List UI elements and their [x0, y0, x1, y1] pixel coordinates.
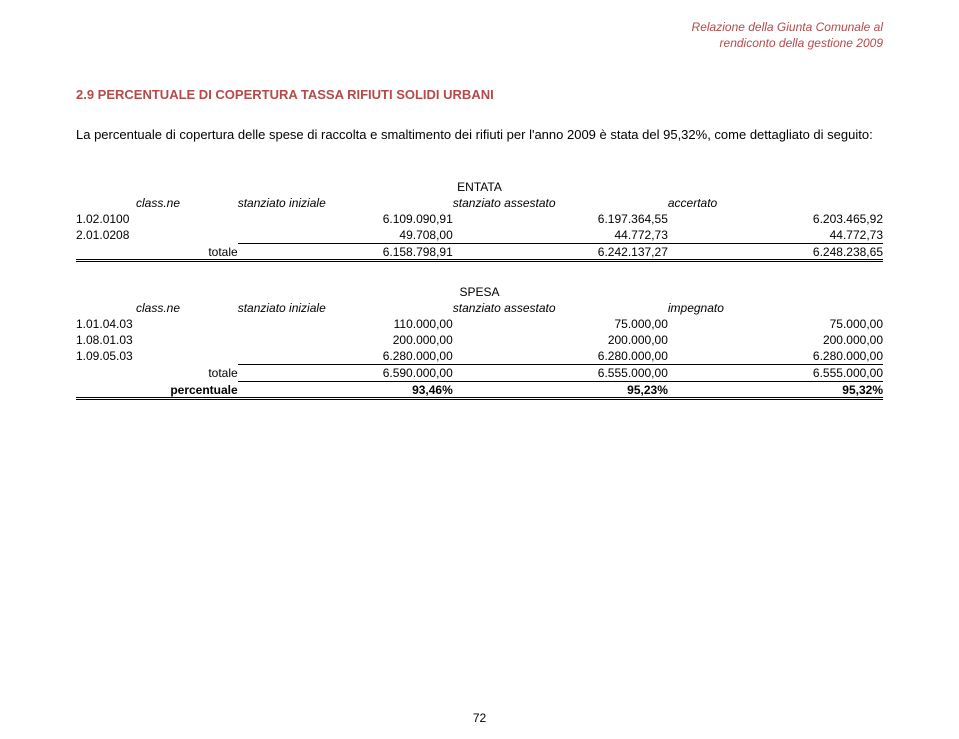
cell-value: 6.158.798,91: [238, 244, 453, 261]
cell-value: 6.248.238,65: [668, 244, 883, 261]
cell-value: 200.000,00: [238, 332, 453, 348]
entata-header-c2: stanziato assestato: [453, 195, 668, 211]
cell-value: 44.772,73: [453, 227, 668, 244]
table-row: 1.01.04.03 110.000,00 75.000,00 75.000,0…: [76, 316, 883, 332]
cell-value: 6.590.000,00: [238, 365, 453, 382]
table-row: 2.01.0208 49.708,00 44.772,73 44.772,73: [76, 227, 883, 244]
spesa-total-label: totale: [157, 365, 238, 382]
cell-value: 49.708,00: [238, 227, 453, 244]
cell-value: 6.242.137,27: [453, 244, 668, 261]
cell-classne: 1.02.0100: [76, 211, 238, 227]
header-line-1: Relazione della Giunta Comunale al: [76, 20, 883, 36]
entata-header-classne: class.ne: [76, 195, 238, 211]
document-header: Relazione della Giunta Comunale al rendi…: [76, 20, 883, 51]
entata-total-row: totale 6.158.798,91 6.242.137,27 6.248.2…: [76, 244, 883, 261]
cell-value: 6.280.000,00: [453, 348, 668, 365]
cell-value: 6.280.000,00: [238, 348, 453, 365]
section-title: 2.9 PERCENTUALE DI COPERTURA TASSA RIFIU…: [76, 87, 883, 102]
entata-caption: ENTATA: [76, 179, 883, 195]
cell-value: 6.203.465,92: [668, 211, 883, 227]
spesa-caption: SPESA: [76, 284, 883, 300]
cell-value: 6.555.000,00: [668, 365, 883, 382]
table-row: 1.02.0100 6.109.090,91 6.197.364,55 6.20…: [76, 211, 883, 227]
cell-value: 6.109.090,91: [238, 211, 453, 227]
cell-value: 6.197.364,55: [453, 211, 668, 227]
spesa-percent-label: percentuale: [157, 382, 238, 399]
spesa-header-classne: class.ne: [76, 300, 238, 316]
spesa-header-c1: stanziato iniziale: [238, 300, 453, 316]
cell-value: 200.000,00: [453, 332, 668, 348]
cell-value: 95,23%: [453, 382, 668, 399]
entata-header-c1: stanziato iniziale: [238, 195, 453, 211]
cell-value: 93,46%: [238, 382, 453, 399]
cell-value: 200.000,00: [668, 332, 883, 348]
page-container: Relazione della Giunta Comunale al rendi…: [0, 0, 959, 398]
cell-value: 75.000,00: [453, 316, 668, 332]
cell-classne: 1.09.05.03: [76, 348, 238, 365]
entata-total-label: totale: [157, 244, 238, 261]
spesa-header-c3: impegnato: [668, 300, 883, 316]
cell-value: 6.280.000,00: [668, 348, 883, 365]
header-line-2: rendiconto della gestione 2009: [76, 36, 883, 52]
cell-value: 75.000,00: [668, 316, 883, 332]
table-row: 1.08.01.03 200.000,00 200.000,00 200.000…: [76, 332, 883, 348]
cell-value: 95,32%: [668, 382, 883, 399]
spesa-total-row: totale 6.590.000,00 6.555.000,00 6.555.0…: [76, 365, 883, 382]
page-number: 72: [0, 711, 959, 725]
entata-table: ENTATA class.ne stanziato iniziale stanz…: [76, 179, 883, 260]
spesa-header-c2: stanziato assestato: [453, 300, 668, 316]
cell-classne: 1.01.04.03: [76, 316, 238, 332]
cell-value: 6.555.000,00: [453, 365, 668, 382]
entata-header-c3: accertato: [668, 195, 883, 211]
spesa-percent-row: percentuale 93,46% 95,23% 95,32%: [76, 382, 883, 399]
spesa-table: SPESA class.ne stanziato iniziale stanzi…: [76, 284, 883, 398]
cell-value: 110.000,00: [238, 316, 453, 332]
cell-value: 44.772,73: [668, 227, 883, 244]
cell-classne: 2.01.0208: [76, 227, 238, 244]
body-paragraph: La percentuale di copertura delle spese …: [76, 126, 883, 145]
table-row: 1.09.05.03 6.280.000,00 6.280.000,00 6.2…: [76, 348, 883, 365]
cell-classne: 1.08.01.03: [76, 332, 238, 348]
